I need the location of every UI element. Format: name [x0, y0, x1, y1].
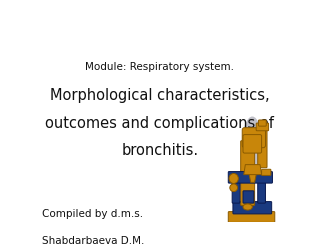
FancyBboxPatch shape — [233, 202, 272, 214]
Ellipse shape — [230, 184, 238, 191]
FancyBboxPatch shape — [259, 120, 266, 126]
FancyBboxPatch shape — [258, 182, 266, 203]
Text: outcomes and complications of: outcomes and complications of — [45, 116, 274, 131]
FancyBboxPatch shape — [243, 191, 254, 203]
Ellipse shape — [243, 204, 252, 210]
FancyBboxPatch shape — [242, 128, 266, 148]
Text: bronchitis.: bronchitis. — [121, 142, 199, 158]
Ellipse shape — [241, 117, 263, 182]
FancyBboxPatch shape — [243, 135, 262, 153]
FancyBboxPatch shape — [232, 182, 240, 203]
Ellipse shape — [229, 174, 238, 184]
Polygon shape — [244, 165, 262, 175]
Text: Compiled by d.m.s.: Compiled by d.m.s. — [42, 209, 143, 219]
Text: Module: Respiratory system.: Module: Respiratory system. — [85, 62, 234, 72]
Text: Shabdarbaeva D.M.: Shabdarbaeva D.M. — [42, 236, 144, 246]
FancyBboxPatch shape — [258, 128, 267, 168]
Polygon shape — [249, 175, 256, 182]
Text: Morphological characteristics,: Morphological characteristics, — [50, 88, 270, 103]
FancyBboxPatch shape — [228, 212, 275, 222]
FancyBboxPatch shape — [228, 172, 273, 183]
FancyBboxPatch shape — [241, 141, 255, 205]
FancyBboxPatch shape — [256, 123, 269, 131]
FancyBboxPatch shape — [262, 169, 271, 175]
